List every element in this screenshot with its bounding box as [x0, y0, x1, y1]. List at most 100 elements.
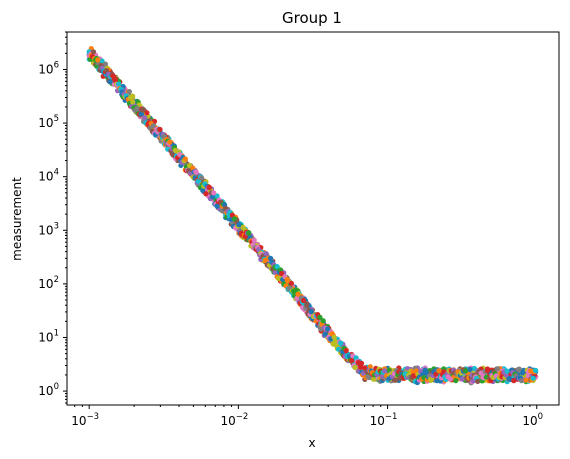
data-point	[274, 264, 280, 270]
data-point	[294, 295, 300, 301]
y-tick-label: 103	[38, 221, 59, 237]
data-point	[365, 374, 371, 380]
data-point	[126, 89, 132, 95]
data-point	[95, 57, 101, 63]
data-point	[530, 375, 536, 381]
data-point	[392, 377, 399, 383]
data-point	[103, 68, 110, 74]
data-point	[214, 193, 220, 199]
data-point	[195, 178, 201, 184]
data-point	[355, 359, 361, 366]
data-point	[317, 314, 323, 320]
data-point	[236, 222, 242, 228]
data-point	[200, 187, 206, 193]
data-point	[343, 348, 349, 354]
data-point	[144, 110, 150, 116]
data-point	[504, 368, 510, 374]
x-tick-label: 100	[522, 412, 543, 428]
data-point	[142, 115, 148, 121]
y-axis-ticks: 100 101 102 103 104 105 106	[38, 31, 67, 404]
data-point	[503, 372, 509, 378]
data-point	[284, 276, 290, 283]
y-tick-label: 102	[38, 275, 59, 291]
data-point	[288, 280, 294, 286]
data-point	[206, 184, 212, 190]
data-point	[279, 271, 285, 277]
data-point	[199, 175, 205, 181]
data-point	[463, 368, 469, 374]
data-point	[112, 77, 119, 84]
series-0	[86, 50, 539, 385]
data-point	[423, 370, 429, 376]
data-point	[349, 357, 355, 364]
data-point	[127, 95, 134, 101]
data-point	[357, 364, 364, 370]
series-2	[86, 49, 539, 386]
data-point	[447, 376, 453, 382]
data-point	[320, 318, 326, 324]
data-point	[332, 338, 338, 345]
data-point	[211, 190, 217, 196]
data-point	[90, 49, 97, 55]
data-point	[130, 99, 136, 105]
data-points	[86, 46, 539, 386]
x-axis-ticks: 10−3 10−2 10−1 100	[71, 405, 543, 428]
plot-area-frame	[66, 31, 560, 406]
x-tick-label: 10−3	[71, 412, 99, 428]
data-point	[102, 61, 108, 67]
data-point	[371, 376, 377, 382]
y-tick-label: 101	[38, 328, 59, 344]
data-point	[214, 203, 220, 209]
data-point	[475, 378, 481, 384]
data-point	[99, 58, 105, 64]
data-point	[246, 230, 252, 236]
data-point	[436, 368, 442, 374]
series-1	[86, 46, 539, 386]
data-point	[322, 331, 328, 337]
data-point	[382, 368, 388, 374]
data-point	[331, 334, 337, 340]
data-point	[533, 367, 539, 373]
y-tick-label: 106	[38, 60, 59, 76]
data-point	[193, 169, 199, 175]
data-point	[295, 291, 301, 297]
data-point	[459, 376, 465, 382]
data-point	[300, 297, 307, 304]
data-point	[107, 79, 113, 85]
data-point	[251, 237, 257, 243]
data-point	[116, 81, 122, 87]
data-point	[308, 309, 314, 315]
series-3	[86, 49, 539, 384]
data-point	[231, 216, 238, 222]
y-axis-label: measurement	[10, 177, 24, 261]
data-point	[338, 340, 344, 346]
data-point	[157, 126, 163, 133]
data-point	[304, 302, 310, 308]
x-tick-label: 10−1	[370, 412, 398, 428]
x-axis-label: x	[308, 436, 315, 450]
data-point	[453, 378, 459, 384]
data-point	[210, 194, 216, 200]
data-point	[263, 251, 269, 257]
data-point	[484, 367, 491, 374]
x-tick-label: 10−2	[220, 412, 248, 428]
data-point	[134, 105, 140, 111]
data-point	[182, 156, 188, 162]
data-point	[150, 123, 156, 129]
data-point	[141, 107, 147, 113]
data-point	[229, 212, 235, 218]
data-point	[325, 326, 331, 332]
y-tick-label: 105	[38, 114, 59, 130]
y-tick-label: 100	[38, 382, 59, 398]
data-point	[467, 366, 473, 373]
data-point	[240, 224, 246, 231]
chart-title: Group 1	[282, 9, 342, 27]
data-point	[203, 191, 209, 197]
data-point	[275, 275, 281, 281]
data-point	[352, 364, 358, 371]
data-point	[268, 255, 274, 261]
data-point	[293, 287, 299, 293]
data-point	[523, 377, 529, 383]
data-point	[494, 366, 500, 372]
